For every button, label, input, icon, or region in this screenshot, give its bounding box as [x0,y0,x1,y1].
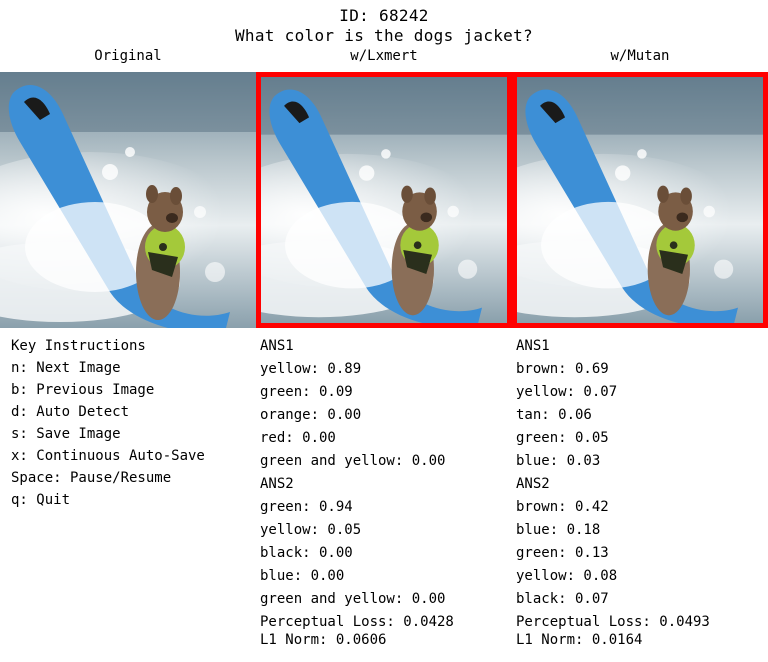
mutan-image [512,72,768,328]
instructions-title: Key Instructions [11,338,146,354]
lxmert-ans2-item: green: 0.94 [260,499,353,515]
lxmert-ans1-item: green and yellow: 0.00 [260,453,446,469]
lxmert-perceptual-loss: Perceptual Loss: 0.0428 [260,614,454,630]
instruction-item: x: Continuous Auto-Save [11,448,205,464]
lxmert-ans2-item: yellow: 0.05 [260,522,362,538]
mutan-ans1-item: yellow: 0.07 [516,384,618,400]
mutan-ans1-item: blue: 0.03 [516,453,601,469]
lxmert-ans1-item: yellow: 0.89 [260,361,362,377]
surfing-dog-photo [0,72,256,328]
lxmert-ans1-item: green: 0.09 [260,384,353,400]
lxmert-image [256,72,512,328]
instruction-item: s: Save Image [11,426,121,442]
mutan-column-title: w/Mutan [610,48,670,64]
instruction-item: q: Quit [11,492,71,508]
instruction-item: b: Previous Image [11,382,155,398]
instruction-item: n: Next Image [11,360,121,376]
instruction-item: d: Auto Detect [11,404,130,420]
instruction-item: Space: Pause/Resume [11,470,172,486]
surfing-dog-photo [517,77,763,323]
mutan-ans2-item: blue: 0.18 [516,522,601,538]
image-id-label: ID: 68242 [339,6,429,25]
lxmert-ans1-title: ANS1 [260,338,294,354]
lxmert-ans1-item: orange: 0.00 [260,407,362,423]
mutan-ans1-item: tan: 0.06 [516,407,592,423]
lxmert-ans1-item: red: 0.00 [260,430,336,446]
lxmert-ans2-title: ANS2 [260,476,294,492]
lxmert-l1-norm: L1 Norm: 0.0606 [260,632,387,648]
lxmert-column-title: w/Lxmert [350,48,418,64]
mutan-ans2-item: green: 0.13 [516,545,609,561]
original-column-title: Original [94,48,162,64]
lxmert-ans2-item: green and yellow: 0.00 [260,591,446,607]
mutan-ans2-title: ANS2 [516,476,550,492]
mutan-l1-norm: L1 Norm: 0.0164 [516,632,643,648]
mutan-ans1-item: brown: 0.69 [516,361,609,377]
mutan-ans2-item: yellow: 0.08 [516,568,618,584]
question-label: What color is the dogs jacket? [235,26,533,45]
lxmert-ans2-item: blue: 0.00 [260,568,345,584]
mutan-perceptual-loss: Perceptual Loss: 0.0493 [516,614,710,630]
mutan-ans2-item: brown: 0.42 [516,499,609,515]
surfing-dog-photo [261,77,507,323]
mutan-ans2-item: black: 0.07 [516,591,609,607]
lxmert-ans2-item: black: 0.00 [260,545,353,561]
mutan-ans1-title: ANS1 [516,338,550,354]
original-image [0,72,256,328]
mutan-ans1-item: green: 0.05 [516,430,609,446]
